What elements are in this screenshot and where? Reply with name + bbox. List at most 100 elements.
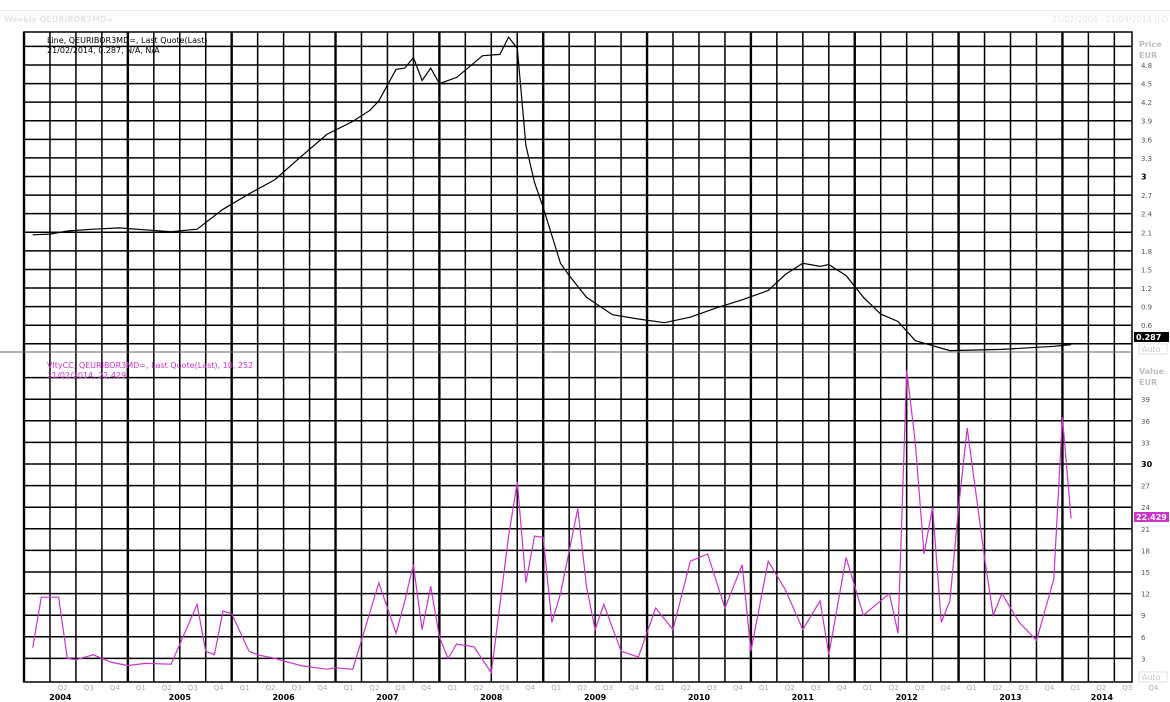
price-series-line	[32, 35, 1072, 352]
quarter-label: Q1	[447, 684, 457, 692]
vol-tick-label: 6	[1141, 634, 1146, 642]
quarter-label: Q2	[681, 684, 691, 692]
quarter-label: Q1	[551, 684, 561, 692]
price-tick-label: 3.6	[1141, 136, 1153, 144]
price-axis-title: Price	[1139, 40, 1162, 49]
vol-legend-line2: 21/02/2014, 22.429	[47, 371, 126, 380]
quarter-label: Q4	[318, 684, 329, 692]
vol-last-value-tag: 22.429	[1136, 513, 1167, 522]
window-top-edge	[0, 10, 1170, 11]
chart-title-bar: Weekly QEURIBOR3MD= 25/02/2004 - 01/09/2…	[0, 0, 1170, 26]
price-tick-label: 3.9	[1141, 118, 1152, 126]
date-range: 25/02/2004 - 01/09/2014 (LO	[1051, 15, 1168, 24]
quarter-label: Q2	[889, 684, 899, 692]
vol-tick-label: 30	[1141, 460, 1153, 469]
quarter-label: Q2	[266, 684, 276, 692]
quarter-label: Q2	[577, 684, 587, 692]
price-auto-label: Auto	[1142, 345, 1161, 354]
quarter-label: Q3	[603, 684, 613, 692]
vol-axis-title: Value	[1139, 367, 1165, 376]
quarter-label: Q3	[1019, 684, 1029, 692]
time-axis: Q2 Q3 Q4 Q1 Q2 Q3 Q4 Q1 Q2 Q3 Q4 Q1 Q2 Q3 Q4 Q1 Q2 Q3 Q4 Q1…	[49, 684, 1159, 702]
year-label: 2010	[688, 693, 711, 702]
year-label: 2005	[169, 693, 192, 702]
quarter-label: Q2	[58, 684, 68, 692]
vol-tick-label: 39	[1141, 396, 1150, 404]
year-label: 2013	[999, 693, 1021, 702]
quarter-label: Q3	[395, 684, 405, 692]
quarter-label: Q3	[188, 684, 198, 692]
price-tick-label: 2.7	[1141, 192, 1152, 200]
quarter-label: Q4	[837, 684, 848, 692]
quarter-label: Q3	[292, 684, 302, 692]
price-last-tag-bg	[1134, 332, 1169, 342]
year-label: 2008	[480, 693, 503, 702]
price-tick-label: 1.2	[1141, 285, 1152, 293]
volatility-series-line	[32, 370, 1072, 675]
quarter-label: Q3	[84, 684, 94, 692]
quarter-label: Q1	[136, 684, 146, 692]
price-auto-button[interactable]	[1138, 343, 1168, 355]
quarter-label: Q4	[214, 684, 225, 692]
quarter-label: Q4	[110, 684, 121, 692]
vol-tick-label: 36	[1141, 418, 1150, 426]
quarter-label: Q2	[1096, 684, 1106, 692]
price-tick-label: 0.9	[1141, 304, 1152, 312]
price-tick-label: 4.5	[1141, 81, 1152, 89]
vol-axis-unit: EUR	[1139, 378, 1157, 387]
price-last-value-tag: 0.287	[1136, 333, 1161, 342]
quarter-label: Q4	[733, 684, 744, 692]
quarter-label: Q3	[915, 684, 925, 692]
price-tick-label: 3.3	[1141, 155, 1152, 163]
year-label: 2012	[896, 693, 918, 702]
year-label: 2009	[584, 693, 607, 702]
quarter-label: Q4	[525, 684, 536, 692]
price-tick-label: 3	[1141, 173, 1147, 182]
quarter-label: Q4	[421, 684, 432, 692]
year-label: 2004	[49, 693, 72, 702]
vol-auto-button[interactable]	[1138, 671, 1168, 683]
vol-tick-label: 3	[1141, 655, 1145, 663]
year-label: 2014	[1091, 693, 1114, 702]
vol-last-tag-bg	[1134, 512, 1169, 522]
chart-frame	[0, 10, 1170, 683]
price-tick-label: 2.1	[1141, 229, 1152, 237]
vol-tick-label: 9	[1141, 612, 1145, 620]
chart-title: Weekly QEURIBOR3MD=	[4, 15, 114, 24]
vol-tick-label: 27	[1141, 483, 1150, 491]
vol-tick-label: 12	[1141, 591, 1150, 599]
year-label: 2006	[272, 693, 295, 702]
year-label: 2007	[376, 693, 398, 702]
quarter-label: Q2	[473, 684, 483, 692]
quarter-label: Q1	[655, 684, 665, 692]
vol-auto-label: Auto	[1142, 673, 1161, 682]
price-legend-line2: 21/02/2014, 0.287, N/A, N/A	[47, 46, 160, 55]
quarter-label: Q1	[759, 684, 769, 692]
price-axis-unit: EUR	[1139, 51, 1157, 60]
vol-tick-label: 24	[1141, 504, 1150, 512]
vol-legend-line1: VltyCC, QEURIBOR3MD=, Last Quote(Last), …	[47, 361, 253, 370]
vol-tick-label: 21	[1141, 526, 1150, 534]
price-tick-label: 4.8	[1141, 62, 1152, 70]
quarter-label: Q4	[629, 684, 640, 692]
quarter-label: Q2	[162, 684, 172, 692]
year-label: 2011	[792, 693, 815, 702]
quarter-label: Q2	[370, 684, 380, 692]
price-tick-label: 4.2	[1141, 99, 1152, 107]
price-tick-label: 1.5	[1141, 267, 1152, 275]
quarter-label: Q3	[707, 684, 717, 692]
price-tick-label: 0.6	[1141, 322, 1153, 330]
price-axis-ticks: 0.6 0.9 1.2 1.5 1.8 2.1 2.4 2.7 3 3.3 3.6 3.9 4.2 4.5…	[1141, 62, 1153, 330]
price-legend-line1: Line, QEURIBOR3MD=, Last Quote(Last)	[47, 36, 207, 45]
quarter-label: Q1	[1070, 684, 1080, 692]
vol-tick-label: 33	[1141, 439, 1150, 447]
vol-tick-label: 15	[1141, 569, 1150, 577]
quarter-label: Q3	[1122, 684, 1132, 692]
vol-tick-label: 18	[1141, 547, 1150, 555]
quarter-label: Q4	[1044, 684, 1055, 692]
quarter-label: Q4	[1148, 684, 1159, 692]
quarter-label: Q1	[240, 684, 250, 692]
quarter-label: Q3	[499, 684, 509, 692]
